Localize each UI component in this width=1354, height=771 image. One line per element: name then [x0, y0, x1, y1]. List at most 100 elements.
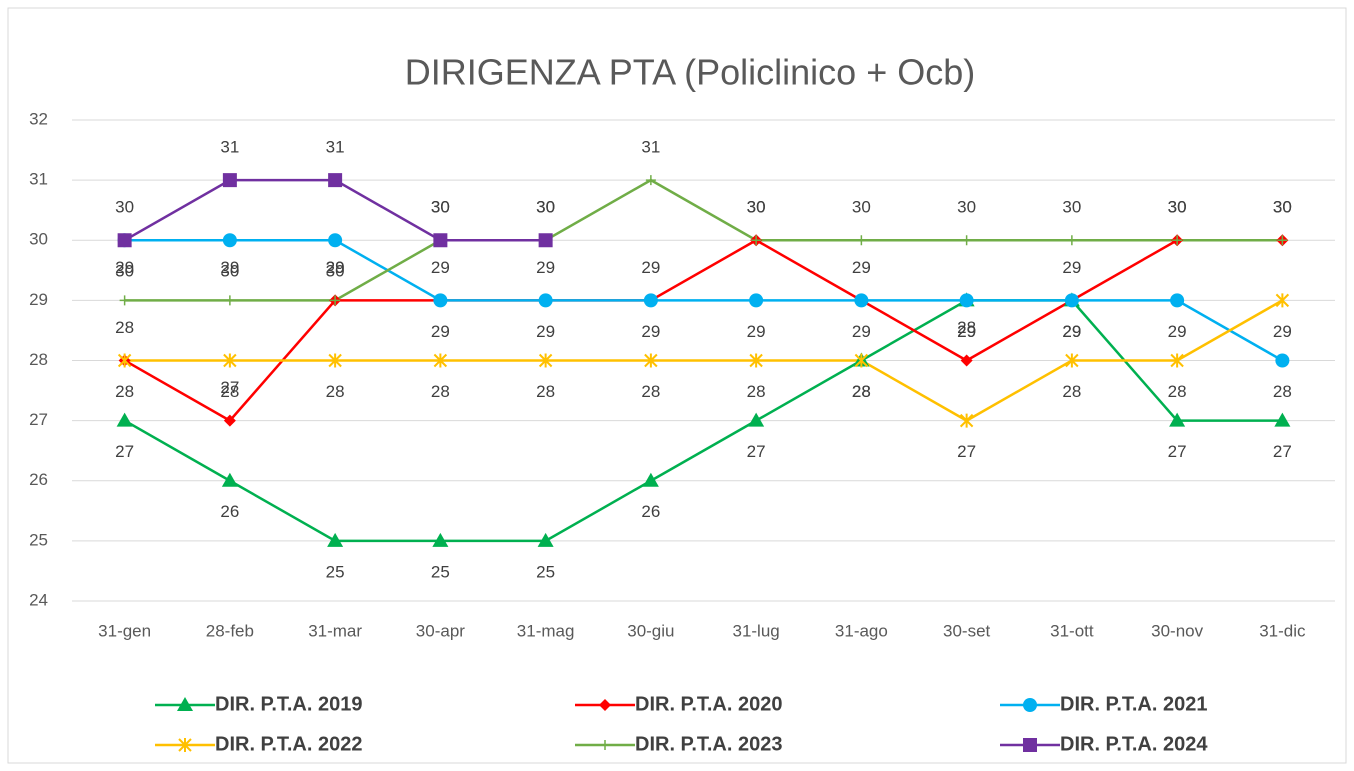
data-label: 29 [326, 258, 345, 277]
series-line [124, 238, 1283, 423]
marker [432, 532, 449, 547]
data-label: 29 [220, 258, 239, 277]
y-tick-label: 26 [29, 470, 48, 489]
marker [959, 293, 974, 308]
marker [1275, 353, 1290, 368]
marker [856, 235, 867, 246]
marker [961, 235, 972, 246]
marker [222, 233, 237, 248]
data-label: 31 [326, 138, 345, 157]
legend-label: DIR. P.T.A. 2022 [215, 733, 362, 755]
x-tick-label: 31-mag [517, 621, 575, 640]
data-label: 29 [641, 322, 660, 341]
data-label: 30 [115, 262, 134, 281]
marker [1274, 412, 1291, 427]
marker [433, 233, 448, 248]
marker [599, 699, 611, 711]
marker [178, 738, 192, 752]
data-label: 27 [957, 442, 976, 461]
marker [223, 353, 237, 368]
data-label: 30 [1273, 198, 1292, 217]
y-tick-label: 24 [29, 590, 48, 609]
data-label: 27 [1168, 442, 1187, 461]
data-label: 29 [852, 258, 871, 277]
data-label: 30 [747, 198, 766, 217]
marker [433, 353, 448, 368]
marker [223, 414, 236, 427]
marker [959, 413, 974, 428]
marker [748, 412, 765, 427]
marker [1065, 353, 1079, 368]
data-label: 29 [431, 322, 450, 341]
data-label: 26 [641, 502, 660, 521]
data-label: 31 [220, 138, 239, 157]
series-line [124, 239, 1284, 362]
data-label: 28 [220, 382, 239, 401]
x-tick-label: 30-set [943, 621, 991, 640]
data-label: 30 [220, 262, 239, 281]
marker [751, 235, 762, 246]
x-tick-label: 31-ago [835, 621, 888, 640]
chart-title: DIRIGENZA PTA (Policlinico + Ocb) [405, 52, 975, 93]
y-tick-label: 31 [29, 170, 48, 189]
marker [645, 175, 656, 186]
data-label: 28 [1168, 382, 1187, 401]
data-label: 31 [641, 138, 660, 157]
marker [328, 233, 343, 248]
data-label: 30 [852, 198, 871, 217]
data-label: 29 [1168, 322, 1187, 341]
marker [1172, 235, 1183, 246]
x-tick-label: 30-giu [627, 621, 674, 640]
marker [116, 412, 133, 427]
marker [749, 293, 764, 308]
data-label: 29 [852, 322, 871, 341]
x-tick-label: 28-feb [206, 621, 254, 640]
data-label: 29 [1273, 322, 1292, 341]
legend-label: DIR. P.T.A. 2021 [1060, 693, 1207, 715]
marker [644, 353, 658, 368]
data-label: 30 [431, 198, 450, 217]
data-label: 28 [852, 382, 871, 401]
chart-border [7, 7, 1347, 764]
marker [117, 233, 132, 248]
data-label: 29 [1062, 322, 1081, 341]
marker [1066, 235, 1077, 246]
marker [327, 532, 344, 547]
x-tick-label: 31-ott [1050, 621, 1094, 640]
legend-label: DIR. P.T.A. 2019 [215, 693, 362, 715]
data-label: 28 [641, 382, 660, 401]
data-label: 28 [1062, 382, 1081, 401]
y-tick-label: 30 [29, 230, 48, 249]
x-tick-label: 31-dic [1259, 621, 1306, 640]
data-label: 29 [747, 322, 766, 341]
data-label: 29 [536, 322, 555, 341]
data-label: 29 [1062, 322, 1081, 341]
marker [117, 353, 132, 368]
data-label: 28 [957, 318, 976, 337]
data-label: 30 [1168, 198, 1187, 217]
data-label: 29 [326, 258, 345, 277]
data-label: 30 [747, 198, 766, 217]
marker [538, 233, 553, 248]
data-label: 27 [747, 442, 766, 461]
marker [538, 293, 553, 308]
data-label: 27 [1273, 442, 1292, 461]
data-label: 28 [326, 382, 345, 401]
y-tick-label: 32 [29, 109, 48, 128]
y-tick-label: 25 [29, 530, 48, 549]
y-tick-label: 27 [29, 410, 48, 429]
marker [642, 472, 659, 487]
legend-label: DIR. P.T.A. 2020 [635, 693, 782, 715]
y-tick-label: 28 [29, 350, 48, 369]
marker [177, 697, 193, 711]
data-label: 30 [431, 198, 450, 217]
data-label: 29 [115, 258, 134, 277]
data-label: 30 [326, 262, 345, 281]
marker [960, 354, 973, 367]
marker [1023, 738, 1037, 752]
x-tick-label: 31-lug [732, 621, 779, 640]
data-label: 29 [1062, 258, 1081, 277]
data-label: 30 [1062, 198, 1081, 217]
data-label: 30 [957, 198, 976, 217]
